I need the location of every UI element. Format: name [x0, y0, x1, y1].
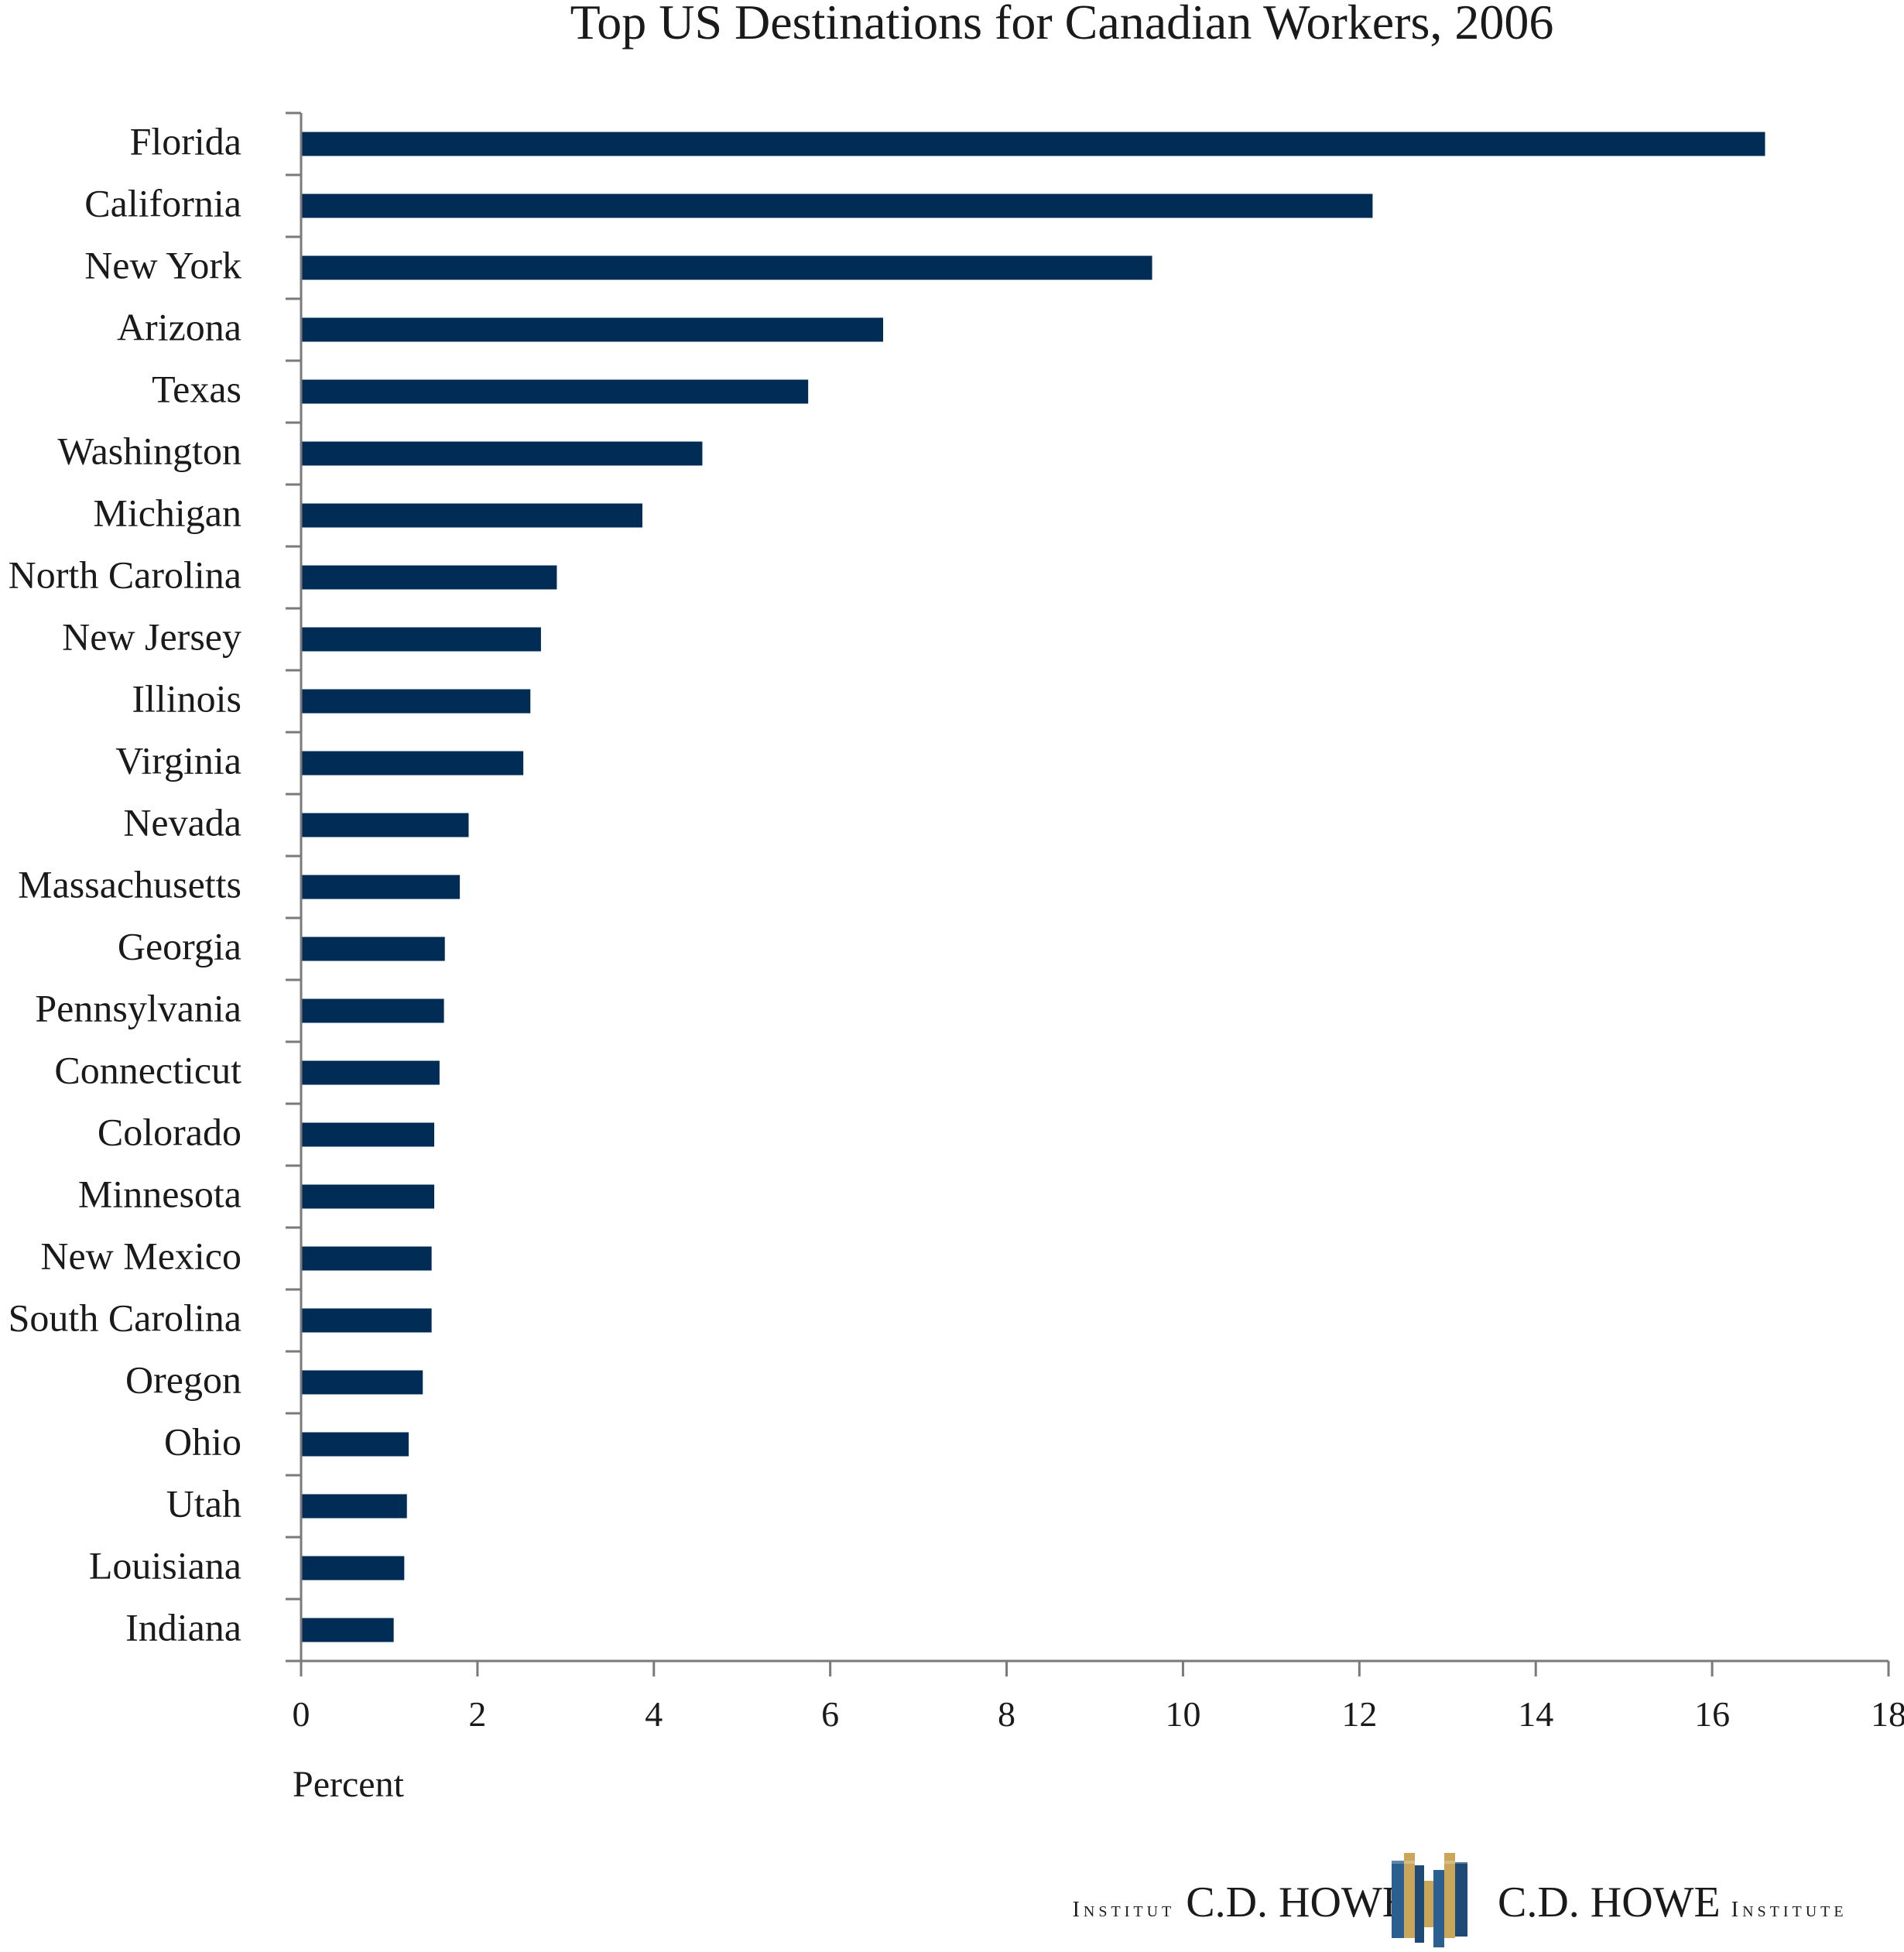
- bar-louisiana: [301, 1556, 405, 1580]
- bar-oregon: [301, 1370, 423, 1395]
- category-label: New Jersey: [62, 615, 241, 658]
- bar-virginia: [301, 751, 524, 776]
- category-label: South Carolina: [9, 1296, 241, 1339]
- bar-massachusetts: [301, 875, 461, 899]
- category-label: Indiana: [125, 1605, 241, 1649]
- category-label: Louisiana: [89, 1543, 241, 1587]
- category-label: Nevada: [123, 800, 241, 844]
- logo-institute-label: Institute: [1731, 1898, 1847, 1922]
- bar-california: [301, 193, 1373, 218]
- bar-new-jersey: [301, 627, 541, 652]
- category-label: Georgia: [118, 924, 241, 967]
- category-label: New York: [84, 243, 241, 286]
- category-label: Massachusetts: [18, 862, 241, 906]
- bar-north-carolina: [301, 565, 557, 590]
- bar-ohio: [301, 1432, 409, 1457]
- x-tick-label: 6: [821, 1694, 839, 1734]
- bar-florida: [301, 132, 1765, 156]
- bar-colorado: [301, 1122, 435, 1147]
- category-label: Virginia: [115, 738, 241, 782]
- category-label: Colorado: [98, 1110, 241, 1153]
- axes: [286, 111, 1890, 1676]
- x-tick-label: 4: [645, 1694, 663, 1734]
- category-label: Minnesota: [78, 1172, 241, 1215]
- category-label: New Mexico: [40, 1234, 241, 1277]
- building-logo-icon: [1392, 1853, 1467, 1947]
- logo-text-french: Institut C.D. HOWE: [1073, 1878, 1416, 1927]
- bar-indiana: [301, 1618, 394, 1642]
- x-tick-labels: 0 2 4 6 8 10 12 14 16 18: [293, 1694, 1904, 1734]
- category-label: Arizona: [117, 305, 241, 348]
- x-tick-label: 16: [1694, 1694, 1730, 1734]
- x-axis-label: Percent: [293, 1764, 405, 1805]
- category-label: Washington: [57, 429, 241, 472]
- logo-institut-label: Institut: [1072, 1898, 1176, 1922]
- category-label: California: [84, 181, 241, 224]
- logo-cd-howe-right: C.D. HOWE: [1498, 1878, 1721, 1926]
- x-tick-label: 12: [1341, 1694, 1377, 1734]
- logo-cd-howe-left: C.D. HOWE: [1186, 1878, 1409, 1926]
- bar-utah: [301, 1494, 407, 1519]
- category-label: Oregon: [125, 1358, 241, 1401]
- bar-michigan: [301, 503, 642, 528]
- x-tick-label: 18: [1871, 1694, 1904, 1734]
- category-label: Ohio: [164, 1419, 241, 1463]
- category-label: Utah: [166, 1481, 241, 1525]
- bar-south-carolina: [301, 1308, 432, 1333]
- category-label: Connecticut: [54, 1048, 241, 1091]
- category-labels: Florida California New York Arizona Texas Was…: [9, 119, 241, 1649]
- category-label: North Carolina: [9, 553, 241, 596]
- x-tick-label: 8: [998, 1694, 1015, 1734]
- x-tick-label: 2: [468, 1694, 486, 1734]
- category-label: Pennsylvania: [35, 986, 241, 1029]
- bar-nevada: [301, 813, 469, 837]
- bar-illinois: [301, 689, 531, 714]
- x-tick-label: 10: [1165, 1694, 1200, 1734]
- bar-minnesota: [301, 1184, 435, 1209]
- category-label: Illinois: [132, 676, 241, 720]
- category-label: Florida: [130, 119, 241, 163]
- category-label: Michigan: [93, 491, 241, 534]
- x-tick-label: 0: [293, 1694, 310, 1734]
- bar-new-mexico: [301, 1246, 432, 1271]
- bars-group: [301, 132, 1765, 1642]
- footer-logo: Institut C.D. HOWE C.D. HOWE Institute: [975, 1842, 1889, 1950]
- bar-arizona: [301, 317, 884, 342]
- logo-text-english: C.D. HOWE Institute: [1490, 1878, 1847, 1927]
- bar-georgia: [301, 937, 445, 961]
- bar-washington: [301, 441, 703, 466]
- bar-texas: [301, 379, 809, 404]
- bar-connecticut: [301, 1060, 440, 1085]
- bar-pennsylvania: [301, 998, 444, 1023]
- category-label: Texas: [152, 367, 241, 410]
- x-tick-label: 14: [1518, 1694, 1553, 1734]
- chart-title: Top US Destinations for Canadian Workers…: [570, 0, 1554, 50]
- bar-new-york: [301, 255, 1152, 280]
